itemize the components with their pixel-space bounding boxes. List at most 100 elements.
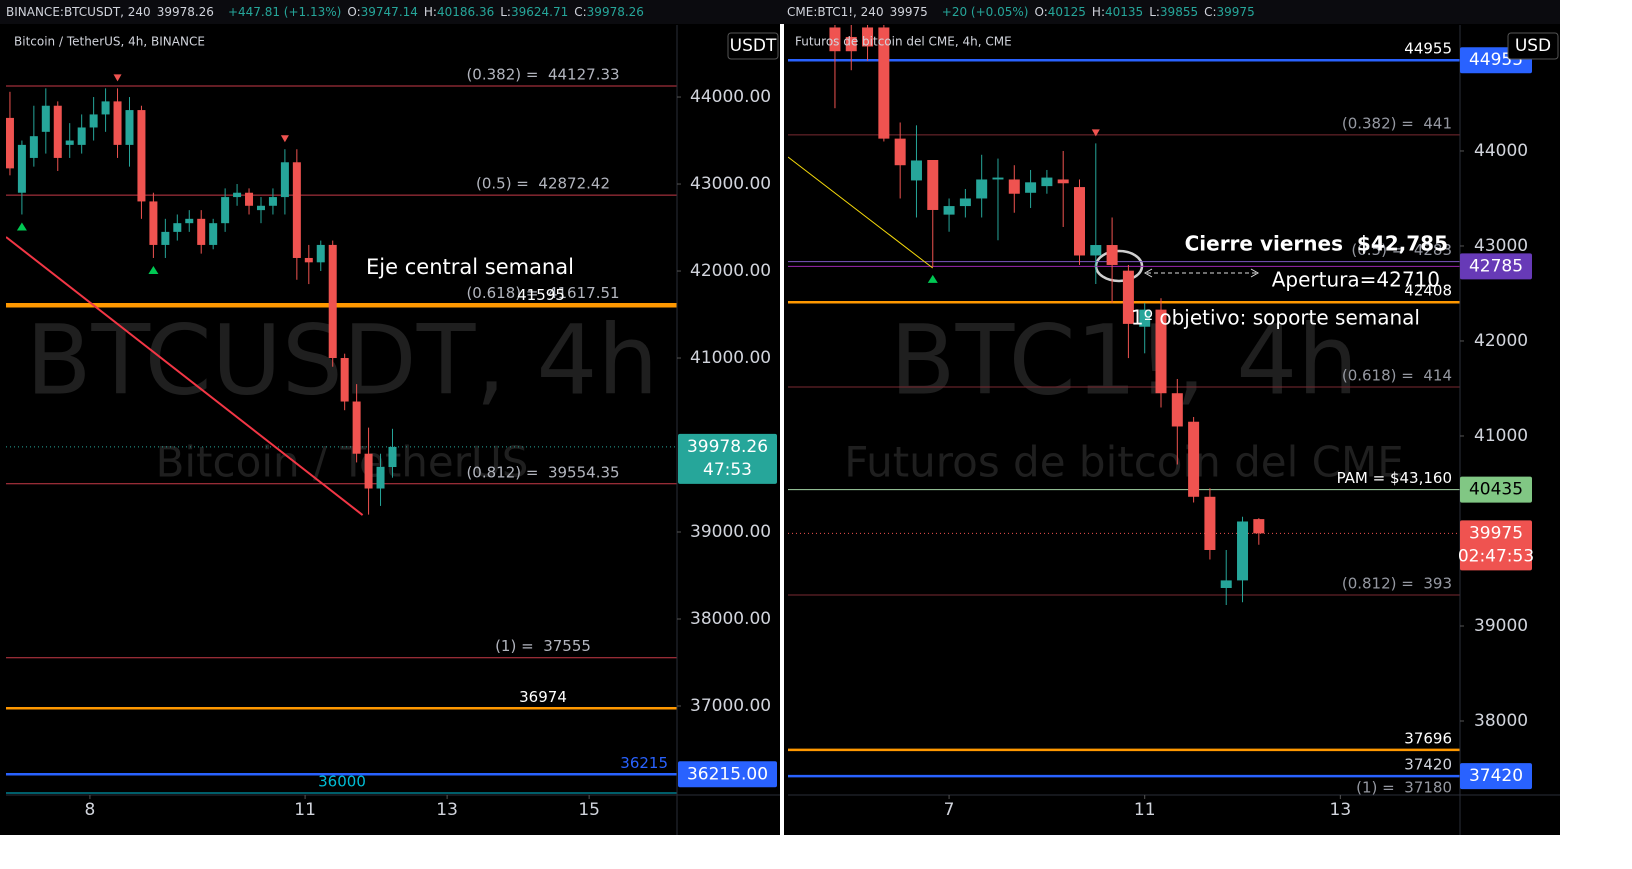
candle-body <box>125 110 134 145</box>
candle-body <box>364 453 373 489</box>
y-tick-label: 39000 <box>1474 616 1528 636</box>
candle-body <box>1220 580 1232 588</box>
level-label: 36974 <box>519 688 567 706</box>
candle-body <box>17 144 26 193</box>
header-bar <box>0 0 1560 24</box>
level-label: (0.382) = 44127.33 <box>466 65 619 83</box>
annotation: Cierre viernes $42,785 <box>1185 232 1448 256</box>
header: CME:BTC1!, 240 39975 +20 (+0.05%) O:40125 H:… <box>787 5 1255 19</box>
currency: USD <box>1515 36 1551 56</box>
change: +447.81 (+1.13%) <box>228 5 341 19</box>
x-tick-label: 13 <box>1330 800 1352 820</box>
ohlc-value: 39624.71 <box>511 5 568 19</box>
candle-body <box>6 117 14 169</box>
candle-body <box>233 192 242 198</box>
candle-body <box>221 197 230 224</box>
candle-body <box>1122 270 1134 324</box>
signal-down <box>280 135 289 143</box>
price-box-label: 40435 <box>1469 480 1523 500</box>
candle-body <box>316 244 325 263</box>
candle-body <box>829 27 841 52</box>
price-box-label: 37420 <box>1469 766 1523 786</box>
y-tick-label: 43000.00 <box>690 174 771 194</box>
price-box-sub: 47:53 <box>703 460 752 480</box>
candle-body <box>1073 187 1085 256</box>
candle-body <box>185 218 194 224</box>
watermark-sub: Futuros de bitcoin del CME <box>844 438 1404 487</box>
candle-body <box>1204 496 1216 550</box>
candle-body <box>1139 309 1151 327</box>
ohlc-value: 40125 <box>1048 5 1086 19</box>
ohlc-label: C: <box>574 5 586 19</box>
candle-body <box>41 105 50 132</box>
price-box <box>678 433 777 484</box>
candle-body <box>1041 177 1053 187</box>
level-label: 42408 <box>1404 282 1452 300</box>
y-tick-label: 44000.00 <box>690 87 771 107</box>
last-price: 39975 <box>890 5 928 19</box>
ohlc-label: L: <box>500 5 511 19</box>
level-label: 44955 <box>1404 40 1452 58</box>
ohlc-label: C: <box>1204 5 1216 19</box>
chart-title: Bitcoin / TetherUS, 4h, BINANCE <box>14 35 205 49</box>
symbol: BINANCE:BTCUSDT, 240 <box>6 5 151 19</box>
ohlc-value: 40186.36 <box>437 5 494 19</box>
watermark-sub: Bitcoin / TetherUS <box>156 438 529 487</box>
candle-body <box>304 257 313 263</box>
level-label: (1) = 37180 <box>1356 778 1452 796</box>
candle-body <box>1171 393 1183 427</box>
price-box <box>678 761 777 788</box>
price-box-sub: 02:47:53 <box>1458 546 1534 566</box>
trend-line <box>788 156 934 269</box>
candle-body <box>328 244 337 359</box>
y-tick-label: 44000 <box>1474 141 1528 161</box>
y-tick-label: 38000.00 <box>690 609 771 629</box>
ohlc-label: O: <box>347 5 360 19</box>
level-label: 37696 <box>1404 729 1452 747</box>
level-label: (0.812) = 393 <box>1342 575 1452 593</box>
ohlc-value: 40135 <box>1105 5 1143 19</box>
level-label: (0.618) = 41617.51 <box>466 284 619 302</box>
signal-down <box>113 74 122 82</box>
x-tick-label: 15 <box>578 800 600 820</box>
candle-body <box>280 162 289 198</box>
candle-body <box>65 140 74 145</box>
right-panel <box>784 24 1560 835</box>
candle-body <box>910 160 922 181</box>
price-box-label: 42785 <box>1469 256 1523 276</box>
candle-body <box>113 101 122 145</box>
signal-down <box>1091 129 1100 137</box>
level-label: (1) = 37555 <box>495 637 591 655</box>
candle-body <box>1237 521 1249 581</box>
candle-body <box>149 201 158 245</box>
candle-body <box>1090 245 1102 256</box>
candle-body <box>89 114 98 128</box>
candle-body <box>137 110 146 202</box>
x-tick-label: 11 <box>1134 800 1156 820</box>
change: +20 (+0.05%) <box>942 5 1029 19</box>
candle-body <box>292 162 301 258</box>
candle-body <box>352 401 361 454</box>
candle-body <box>268 197 277 206</box>
candle-body <box>1106 245 1118 265</box>
ohlc-value: 39978.26 <box>587 5 644 19</box>
currency-box <box>1507 32 1559 60</box>
candle-body <box>1008 179 1020 194</box>
annotation: Apertura=42710 <box>1272 268 1440 292</box>
candle-body <box>340 358 349 402</box>
price-box-label: 39975 <box>1469 523 1523 543</box>
ohlc-label: H: <box>1092 5 1105 19</box>
ohlc-value: 39855 <box>1160 5 1198 19</box>
x-tick-label: 8 <box>85 800 96 820</box>
price-box-label: 39978.26 <box>687 437 768 457</box>
y-tick-label: 42000.00 <box>690 261 771 281</box>
candle-body <box>959 198 971 207</box>
candle-body <box>173 223 182 232</box>
arrow-heads <box>1143 268 1260 278</box>
y-tick-label: 41000.00 <box>690 348 771 368</box>
candle-body <box>1057 179 1069 184</box>
ohlc-label: O: <box>1034 5 1047 19</box>
chart-title: Futuros de bitcoin del CME, 4h, CME <box>795 35 1012 49</box>
ohlc-label: H: <box>424 5 437 19</box>
